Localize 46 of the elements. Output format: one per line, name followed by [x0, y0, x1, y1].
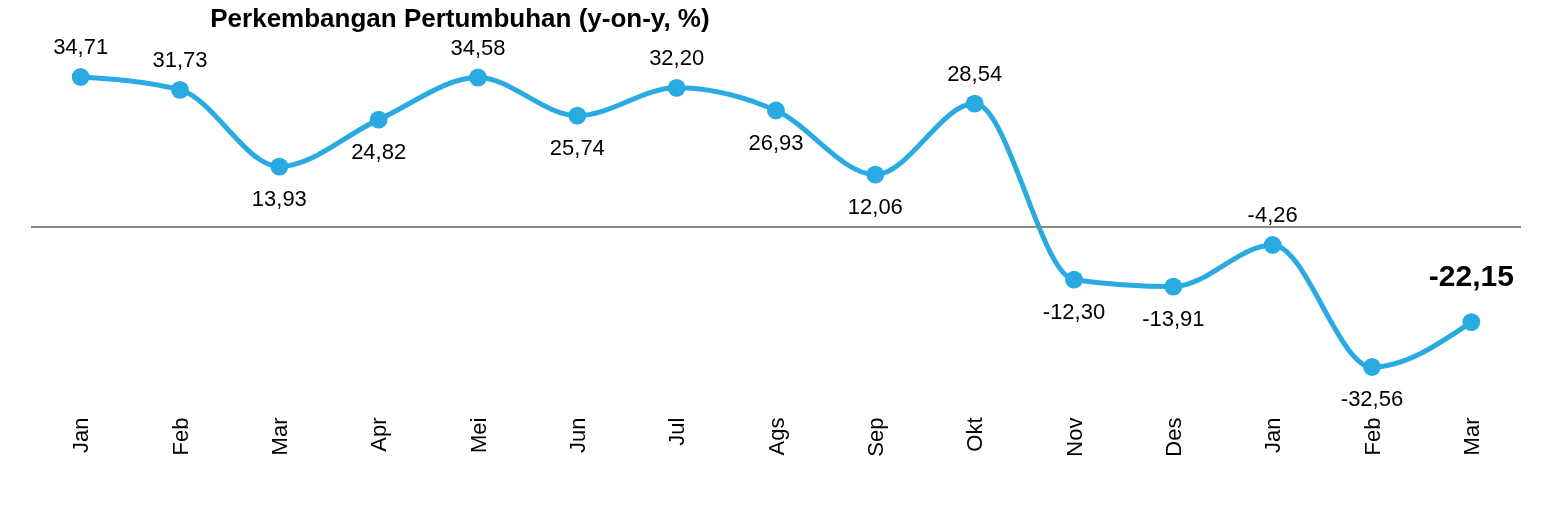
data-label: -4,26 — [1247, 202, 1298, 227]
x-tick-label: Mar — [1458, 417, 1484, 456]
x-tick-label: Feb — [1359, 417, 1385, 456]
x-tick-label: Jul — [664, 417, 690, 446]
point — [965, 94, 984, 113]
x-tick-label: Feb — [167, 417, 193, 456]
x-tick-label: Des — [1160, 417, 1186, 457]
point — [568, 106, 587, 125]
point — [1462, 313, 1481, 332]
x-tick-label: Ags — [763, 417, 789, 456]
x-tick-label: Sep — [862, 417, 888, 457]
data-label: -22,15 — [1428, 259, 1514, 293]
data-label: 28,54 — [947, 60, 1003, 86]
data-label: 32,20 — [649, 44, 705, 70]
data-label: -32,56 — [1340, 386, 1404, 411]
x-tick-label: Nov — [1061, 417, 1087, 457]
x-tick-label: Jun — [564, 417, 590, 453]
point — [866, 165, 885, 184]
data-label: 24,82 — [351, 138, 407, 164]
x-tick-label: Mei — [465, 417, 491, 453]
point — [171, 80, 189, 99]
point — [469, 68, 487, 87]
chart-title: Perkembangan Pertumbuhan (y-on-y, %) — [210, 3, 710, 33]
point — [270, 157, 289, 176]
point — [1263, 236, 1282, 254]
data-label: 25,74 — [549, 134, 605, 160]
data-label: 13,93 — [251, 185, 307, 211]
x-tick-label: Apr — [366, 417, 392, 452]
x-tick-label: Jan — [68, 417, 94, 453]
point — [71, 68, 90, 86]
data-label: 34,71 — [53, 34, 109, 59]
data-label: 26,93 — [748, 129, 804, 155]
data-label: 34,58 — [450, 34, 506, 60]
x-tick-label: Mar — [266, 417, 292, 456]
data-label: -12,30 — [1042, 298, 1106, 324]
data-label: 12,06 — [847, 193, 903, 219]
point — [767, 101, 785, 120]
point — [1065, 270, 1083, 289]
x-tick-label: Jan — [1260, 417, 1286, 453]
point — [1164, 277, 1183, 296]
point — [667, 78, 686, 97]
point — [369, 110, 388, 129]
point — [1363, 358, 1381, 376]
data-label: 31,73 — [152, 46, 208, 72]
x-tick-label: Okt — [962, 417, 988, 452]
data-label: -13,91 — [1142, 305, 1205, 331]
